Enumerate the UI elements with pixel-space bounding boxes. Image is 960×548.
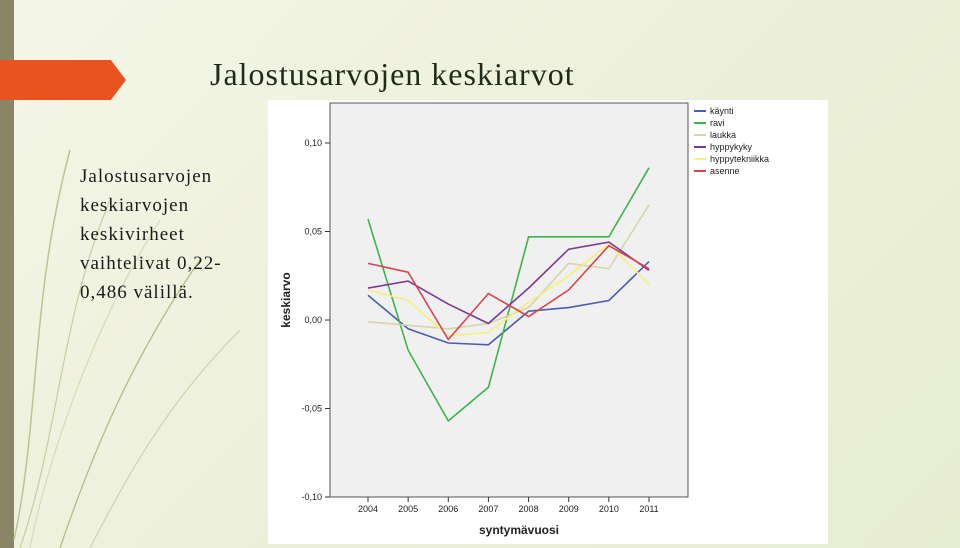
x-tick-label: 2006 xyxy=(438,504,458,514)
slide-title: Jalostusarvojen keskiarvot xyxy=(210,56,575,92)
x-tick-label: 2005 xyxy=(398,504,418,514)
body-line: Jalostusarvojen xyxy=(80,166,213,187)
x-tick-label: 2007 xyxy=(478,504,498,514)
legend-entry: käynti xyxy=(710,106,734,116)
body-line: keskivirheet xyxy=(80,224,185,245)
legend-entry: laukka xyxy=(710,130,736,140)
x-tick-label: 2008 xyxy=(519,504,539,514)
legend-entry: hyppytekniikka xyxy=(710,154,769,164)
y-axis-title: keskiarvo xyxy=(279,272,293,327)
x-tick-label: 2009 xyxy=(559,504,579,514)
body-line: keskiarvojen xyxy=(80,195,190,216)
legend-entry: hyppykyky xyxy=(710,142,753,152)
series-line-hyppytekniikka xyxy=(367,242,650,337)
plot-area xyxy=(329,102,689,498)
legend-entry: asenne xyxy=(710,166,740,176)
body-line: vaihtelivat 0,22- xyxy=(80,253,222,274)
x-tick-label: 2010 xyxy=(599,504,619,514)
series-line-käynti xyxy=(367,261,650,346)
chart-svg: -0,10 -0,05 0,00 0,05 0,10 2004 2005 2006 2007 20… xyxy=(279,102,769,537)
y-tick-label: -0,10 xyxy=(301,492,322,502)
x-tick-label: 2004 xyxy=(358,504,378,514)
legend-entry: ravi xyxy=(710,118,725,128)
x-tick-label: 2011 xyxy=(639,504,658,514)
y-tick-label: -0,05 xyxy=(301,404,322,414)
series-line-ravi xyxy=(367,167,650,423)
y-tick-label: 0,10 xyxy=(304,138,322,148)
y-tick-label: 0,00 xyxy=(304,315,322,325)
line-chart: -0,10 -0,05 0,00 0,05 0,10 2004 2005 2006 2007 20… xyxy=(268,100,828,544)
series-line-asenne xyxy=(367,244,650,341)
slide-body-text: Jalostusarvojen keskiarvojen keskivirhee… xyxy=(80,162,280,307)
title-arrow-tab xyxy=(0,60,126,100)
y-tick-label: 0,05 xyxy=(304,227,322,237)
x-axis-title: syntymävuosi xyxy=(479,523,559,537)
body-line: 0,486 välillä. xyxy=(80,282,194,303)
series-line-laukka xyxy=(367,204,650,330)
slide-left-stripe xyxy=(0,0,14,548)
